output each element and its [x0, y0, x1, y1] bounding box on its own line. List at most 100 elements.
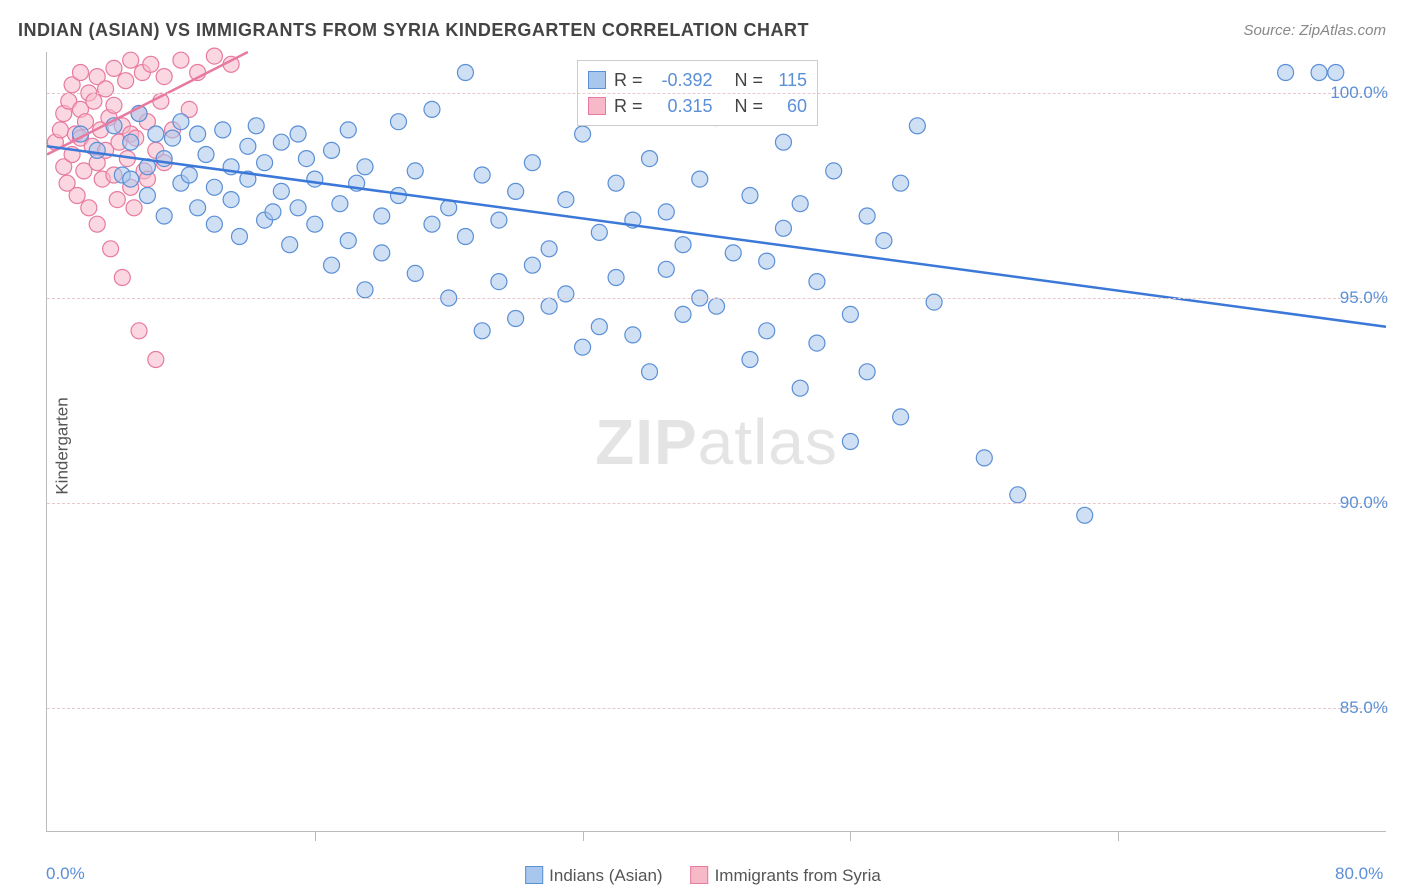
x-tick-label: 0.0%: [46, 864, 85, 884]
data-point: [575, 126, 591, 142]
data-point: [89, 142, 105, 158]
data-point: [324, 142, 340, 158]
data-point: [859, 208, 875, 224]
data-point: [893, 409, 909, 425]
data-point: [148, 352, 164, 368]
data-point: [156, 69, 172, 85]
data-point: [248, 118, 264, 134]
data-point: [1077, 507, 1093, 523]
data-point: [591, 319, 607, 335]
data-point: [976, 450, 992, 466]
data-point: [842, 434, 858, 450]
x-tick: [850, 831, 851, 841]
data-point: [282, 237, 298, 253]
data-point: [508, 183, 524, 199]
data-point: [143, 56, 159, 72]
data-point: [156, 208, 172, 224]
x-tick: [1118, 831, 1119, 841]
data-point: [273, 134, 289, 150]
data-point: [98, 81, 114, 97]
data-point: [114, 270, 130, 286]
x-tick-label: 80.0%: [1335, 864, 1383, 884]
data-point: [231, 229, 247, 245]
data-point: [859, 364, 875, 380]
data-point: [123, 52, 139, 68]
data-point: [792, 196, 808, 212]
gridline: [47, 298, 1386, 299]
data-point: [407, 163, 423, 179]
data-point: [86, 93, 102, 109]
data-point: [541, 241, 557, 257]
data-point: [759, 253, 775, 269]
data-point: [265, 204, 281, 220]
data-point: [126, 200, 142, 216]
x-tick: [315, 831, 316, 841]
data-point: [340, 233, 356, 249]
data-point: [541, 298, 557, 314]
data-point: [298, 151, 314, 167]
data-point: [842, 306, 858, 322]
data-point: [893, 175, 909, 191]
data-point: [307, 216, 323, 232]
data-point: [173, 114, 189, 130]
data-point: [81, 200, 97, 216]
data-point: [332, 196, 348, 212]
stats-legend-row: R =0.315N =60: [588, 93, 807, 119]
data-point: [809, 335, 825, 351]
data-point: [759, 323, 775, 339]
data-point: [357, 282, 373, 298]
data-point: [1278, 65, 1294, 81]
chart-title: INDIAN (ASIAN) VS IMMIGRANTS FROM SYRIA …: [18, 20, 809, 41]
y-tick-label: 85.0%: [1340, 698, 1388, 718]
data-point: [148, 126, 164, 142]
data-point: [165, 130, 181, 146]
data-point: [642, 364, 658, 380]
legend-swatch-blue: [525, 866, 543, 884]
data-point: [524, 257, 540, 273]
data-point: [424, 216, 440, 232]
gridline: [47, 708, 1386, 709]
data-point: [675, 237, 691, 253]
data-point: [591, 224, 607, 240]
data-point: [69, 188, 85, 204]
data-point: [457, 65, 473, 81]
data-point: [190, 200, 206, 216]
data-point: [457, 229, 473, 245]
gridline: [47, 503, 1386, 504]
data-point: [103, 241, 119, 257]
data-point: [118, 73, 134, 89]
data-point: [424, 101, 440, 117]
data-point: [72, 65, 88, 81]
data-point: [524, 155, 540, 171]
data-point: [491, 274, 507, 290]
data-point: [474, 167, 490, 183]
data-point: [131, 323, 147, 339]
data-point: [809, 274, 825, 290]
data-point: [692, 171, 708, 187]
data-point: [206, 48, 222, 64]
data-point: [123, 171, 139, 187]
stats-legend-row: R =-0.392N =115: [588, 67, 807, 93]
data-point: [608, 175, 624, 191]
data-point: [1010, 487, 1026, 503]
data-point: [181, 167, 197, 183]
data-point: [307, 171, 323, 187]
plot-area: ZIPatlas R =-0.392N =115R =0.315N =60: [46, 52, 1386, 832]
data-point: [491, 212, 507, 228]
data-point: [658, 261, 674, 277]
data-point: [775, 134, 791, 150]
data-point: [223, 192, 239, 208]
legend-swatch-pink: [691, 866, 709, 884]
watermark: ZIPatlas: [595, 405, 838, 479]
data-point: [1311, 65, 1327, 81]
data-point: [139, 188, 155, 204]
data-point: [390, 114, 406, 130]
legend-item-blue: Indians (Asian): [525, 866, 662, 886]
data-point: [775, 220, 791, 236]
y-tick-label: 90.0%: [1340, 493, 1388, 513]
data-point: [357, 159, 373, 175]
data-point: [407, 265, 423, 281]
data-point: [89, 216, 105, 232]
data-point: [206, 179, 222, 195]
data-point: [52, 122, 68, 138]
